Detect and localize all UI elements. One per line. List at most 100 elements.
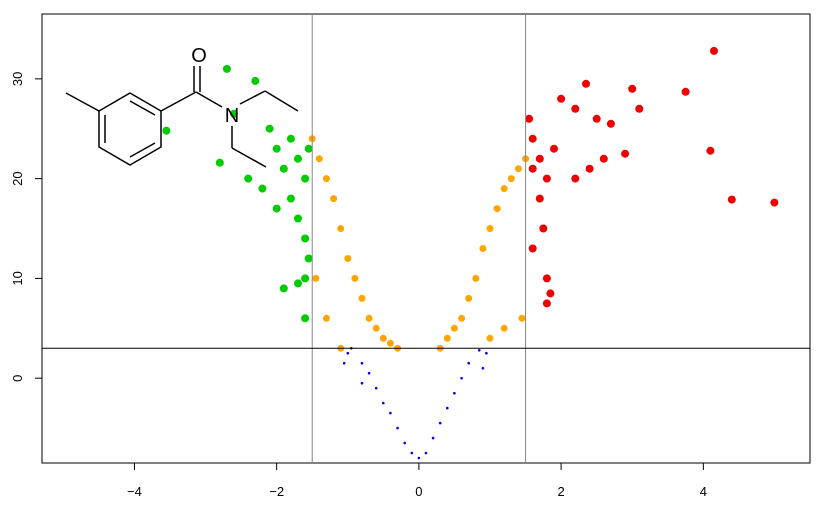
data-point	[486, 334, 494, 342]
data-point	[710, 46, 718, 55]
data-point	[304, 144, 313, 153]
data-point	[396, 426, 399, 430]
data-point	[528, 244, 537, 253]
data-point	[431, 436, 435, 440]
data-point	[230, 109, 238, 118]
data-point	[621, 149, 630, 158]
data-point	[351, 274, 359, 282]
data-point	[542, 274, 551, 283]
data-point	[367, 371, 371, 375]
x-tick-label: 4	[700, 484, 707, 499]
data-point	[330, 195, 338, 203]
y-tick-label: 30	[10, 72, 25, 86]
y-tick-label: 20	[10, 171, 25, 185]
data-point	[585, 164, 594, 173]
data-point	[312, 274, 320, 282]
data-point	[528, 134, 537, 143]
data-point	[344, 255, 352, 262]
data-point	[479, 245, 487, 252]
x-tick-label: 2	[557, 484, 564, 499]
data-point	[438, 421, 442, 425]
data-point	[379, 334, 387, 342]
data-point	[162, 126, 171, 135]
data-point	[443, 334, 451, 342]
data-point	[272, 144, 281, 153]
data-point	[599, 154, 608, 163]
nitrogen-label: N	[225, 105, 239, 127]
data-point	[606, 119, 615, 128]
data-point	[294, 154, 302, 163]
data-point	[546, 289, 555, 298]
data-point	[727, 195, 736, 204]
data-point	[301, 174, 310, 183]
x-tick-label: 0	[415, 484, 422, 499]
data-point	[365, 314, 373, 322]
data-point	[571, 174, 580, 183]
data-point	[360, 381, 364, 385]
data-point	[465, 294, 473, 302]
molecule-structure	[65, 66, 299, 168]
data-point	[514, 165, 522, 173]
data-point	[681, 87, 690, 96]
data-point	[550, 144, 558, 153]
data-point	[450, 324, 458, 332]
x-tick-label: −2	[269, 484, 284, 499]
data-point	[301, 274, 310, 283]
y-axis: 0 10 20 30	[10, 72, 42, 382]
data-point	[542, 299, 551, 308]
data-point	[301, 234, 310, 243]
data-point	[286, 194, 295, 203]
data-point	[389, 411, 392, 415]
data-point	[286, 134, 295, 143]
data-point	[374, 386, 378, 390]
data-point	[518, 314, 526, 322]
data-point	[458, 314, 466, 322]
data-point	[528, 164, 537, 173]
data-point	[372, 324, 380, 332]
data-point	[251, 76, 260, 85]
data-point	[706, 146, 715, 155]
data-point	[486, 225, 494, 232]
data-point	[294, 279, 302, 288]
ring-inner-bond	[129, 142, 156, 158]
data-point	[478, 349, 481, 352]
threshold-lines	[42, 14, 810, 463]
data-point	[279, 284, 288, 293]
data-point	[215, 158, 224, 167]
data-point	[382, 401, 385, 405]
y-tick-label: 0	[10, 375, 25, 382]
data-point	[360, 361, 364, 365]
data-point	[500, 324, 508, 332]
methyl-bond	[65, 92, 100, 112]
data-point	[403, 441, 407, 445]
data-points	[162, 46, 779, 460]
data-point	[279, 164, 288, 173]
plot-frame	[41, 13, 811, 464]
data-point	[481, 366, 485, 370]
data-point	[322, 314, 330, 322]
ring-inner-bond	[129, 100, 156, 116]
data-point	[446, 406, 449, 410]
data-point	[272, 204, 281, 213]
data-point	[265, 124, 274, 133]
data-point	[535, 154, 544, 163]
data-point	[258, 184, 267, 193]
data-point	[386, 339, 394, 347]
x-axis: −4 −2 0 2 4	[127, 463, 707, 499]
data-point	[417, 456, 421, 460]
data-point	[453, 391, 456, 395]
data-point	[342, 361, 346, 365]
data-point	[539, 224, 548, 233]
data-point	[460, 376, 463, 380]
piperidine-bond	[231, 147, 267, 168]
data-point	[628, 84, 637, 93]
data-point	[322, 175, 330, 183]
data-point	[542, 174, 551, 183]
data-point	[244, 174, 253, 183]
benzene-ring	[98, 92, 162, 166]
data-point	[294, 214, 302, 223]
data-point	[493, 205, 501, 213]
data-point	[592, 114, 601, 123]
y-tick-label: 10	[10, 271, 25, 285]
